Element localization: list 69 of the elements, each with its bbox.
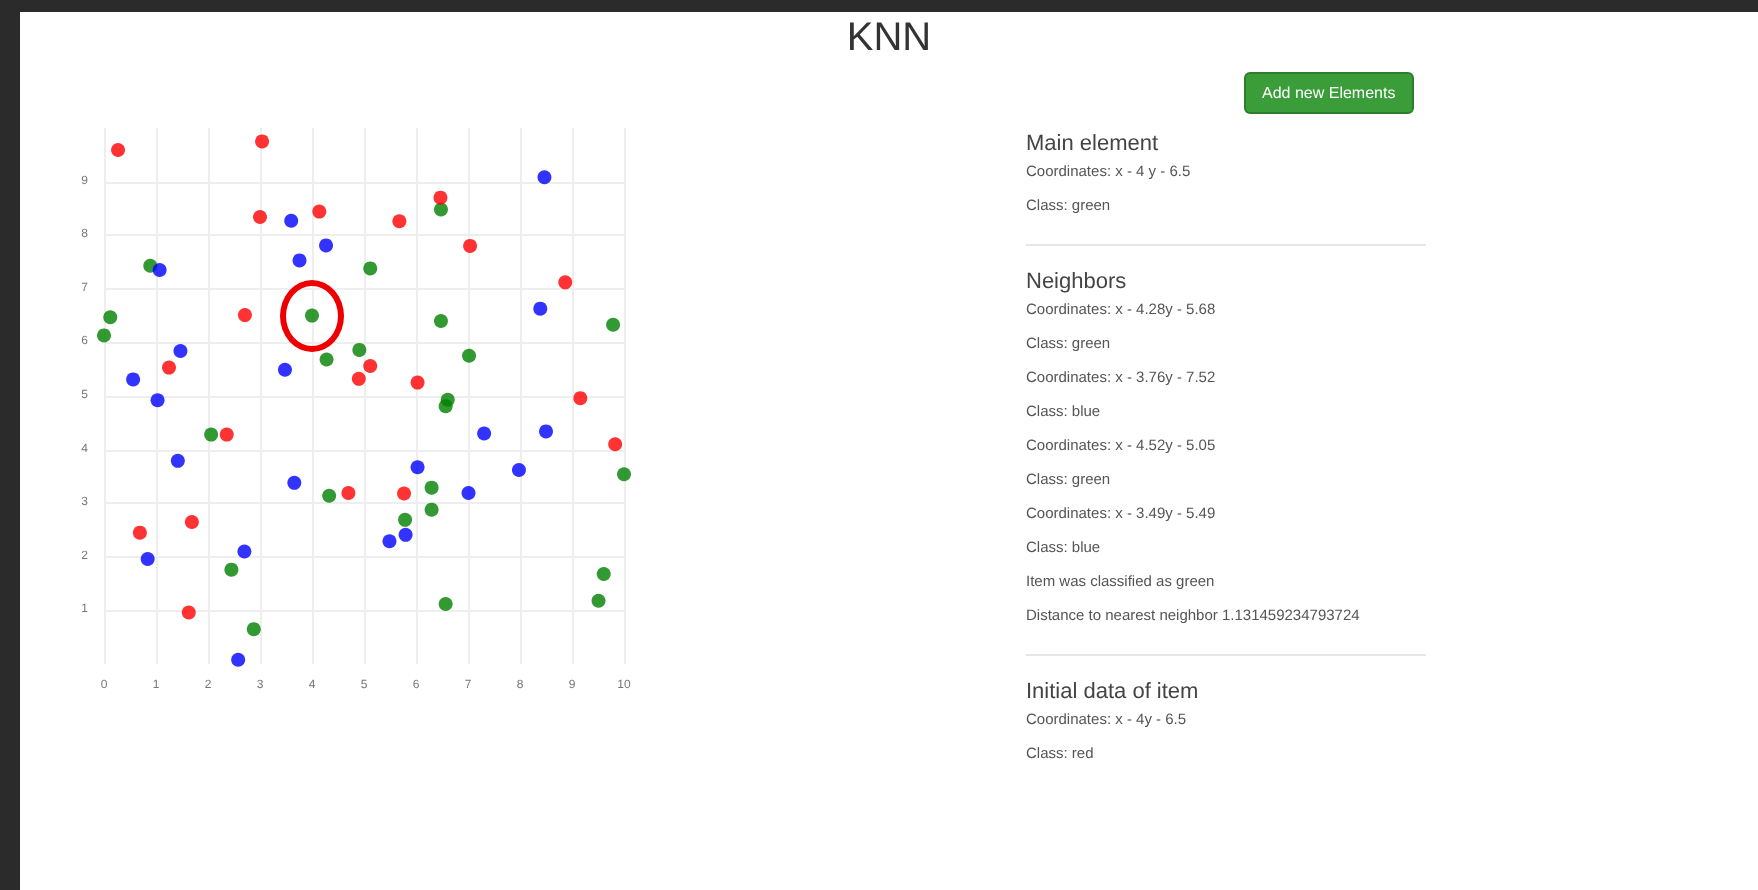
point [410, 375, 425, 390]
text: KNN [844, 16, 934, 62]
point [424, 502, 439, 517]
point [103, 310, 118, 325]
point [253, 209, 267, 224]
point [173, 343, 188, 358]
point [237, 544, 252, 559]
point [287, 475, 302, 490]
point [608, 437, 623, 452]
text: Add new Elements [1244, 72, 1414, 114]
point [537, 170, 552, 185]
point [152, 263, 167, 278]
point [410, 460, 425, 475]
point [398, 512, 413, 527]
point [322, 488, 337, 503]
point [204, 427, 219, 442]
point [539, 424, 553, 439]
text: Initial data of item [1026, 654, 1426, 708]
point [277, 362, 292, 377]
point [170, 453, 185, 468]
point [162, 360, 176, 375]
point [255, 134, 270, 149]
point [463, 238, 478, 253]
point [181, 605, 196, 620]
point [433, 313, 448, 328]
point [462, 348, 477, 363]
point [392, 214, 407, 229]
point [511, 462, 526, 477]
point [558, 275, 573, 290]
point [438, 596, 453, 611]
point [284, 213, 299, 228]
point [433, 202, 448, 217]
text: Main element [1026, 130, 1161, 160]
point [398, 527, 413, 542]
point [219, 427, 234, 442]
point [237, 308, 252, 323]
point [606, 317, 621, 332]
point [363, 261, 378, 276]
point [461, 486, 476, 501]
point [477, 426, 492, 441]
point [397, 486, 412, 501]
point [363, 358, 378, 373]
point [132, 525, 147, 540]
point [382, 534, 397, 549]
point [533, 301, 548, 316]
point [352, 342, 367, 357]
point [596, 566, 611, 581]
point [312, 204, 327, 219]
point [231, 652, 246, 667]
point [126, 372, 141, 387]
point [292, 253, 307, 268]
point [246, 622, 261, 637]
point [97, 328, 111, 343]
point [319, 352, 334, 367]
point [184, 514, 199, 529]
point [140, 551, 155, 566]
point [224, 562, 239, 577]
point [433, 190, 448, 205]
point [591, 593, 606, 608]
point [617, 467, 631, 482]
text: Neighbors [1026, 244, 1426, 298]
point [351, 371, 366, 386]
point [573, 391, 588, 406]
point [438, 399, 453, 414]
point [319, 238, 334, 253]
point [111, 142, 126, 157]
point [150, 393, 165, 408]
point [341, 486, 356, 501]
point [424, 480, 439, 495]
